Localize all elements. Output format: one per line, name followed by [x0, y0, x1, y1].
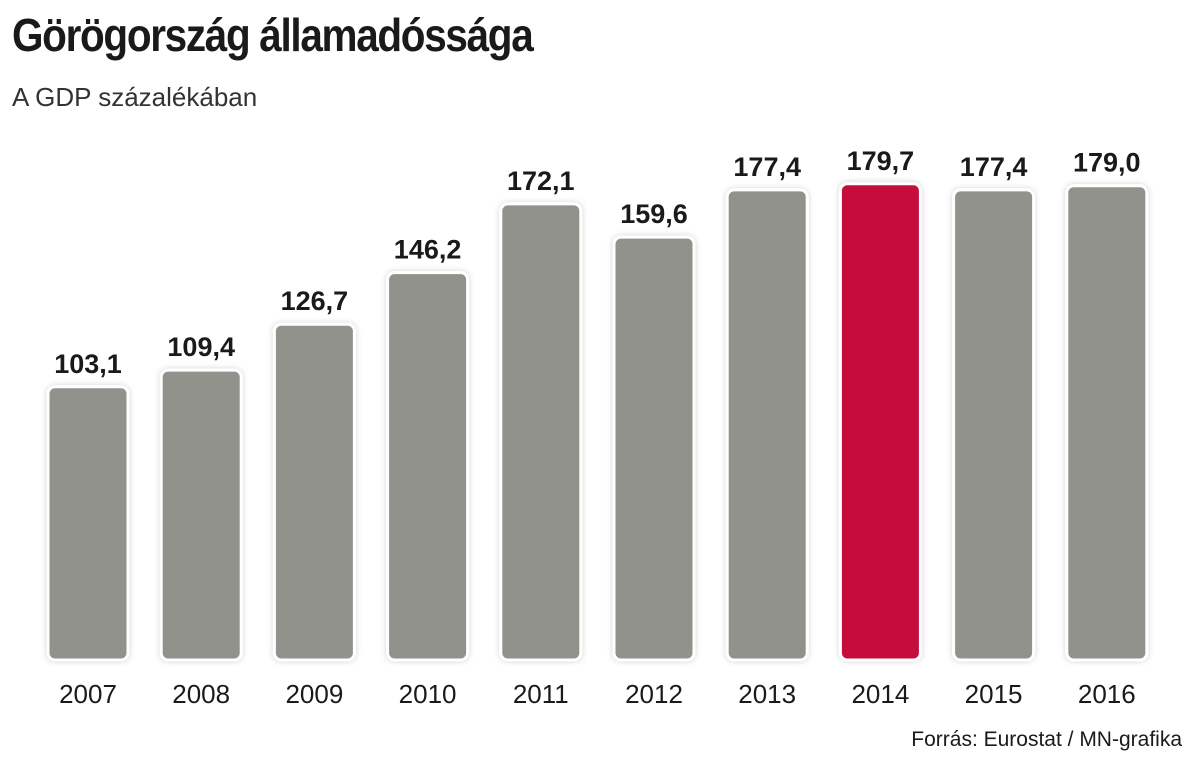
bars-group: [46, 182, 1149, 662]
chart-subtitle: A GDP százalékában: [12, 82, 258, 112]
category-label-2010: 2010: [399, 679, 457, 709]
category-label-2007: 2007: [59, 679, 117, 709]
value-label-2013: 177,4: [733, 152, 801, 182]
category-label-2009: 2009: [285, 679, 343, 709]
value-label-2015: 177,4: [960, 152, 1028, 182]
value-label-2014: 179,7: [847, 146, 915, 176]
category-labels-group: 2007 2008 2009 2010 2011 2012 2013 2014 2015 2016: [59, 679, 1136, 709]
category-label-2013: 2013: [738, 679, 796, 709]
chart-title: Görögország államadóssága: [12, 9, 534, 61]
category-label-2012: 2012: [625, 679, 683, 709]
category-label-2011: 2011: [513, 679, 569, 709]
bar-2015: [952, 188, 1036, 662]
source-note: Forrás: Eurostat / MN-grafika: [911, 728, 1182, 751]
value-label-2010: 146,2: [394, 235, 462, 265]
value-label-2007: 103,1: [54, 349, 122, 379]
bar-2007: [46, 385, 130, 662]
value-label-2011: 172,1: [507, 166, 575, 196]
bar-2013: [725, 188, 809, 662]
category-label-2014: 2014: [851, 679, 909, 709]
bar-2011: [499, 202, 583, 662]
value-label-2012: 159,6: [620, 199, 688, 229]
category-label-2008: 2008: [172, 679, 230, 709]
bar-2014: [838, 182, 922, 662]
bar-2009: [272, 322, 356, 662]
bar-2008: [159, 368, 243, 662]
value-label-2008: 109,4: [167, 332, 235, 362]
value-labels-group: 103,1 109,4 126,7 146,2 172,1 159,6 177,4 179,7…: [54, 146, 1140, 379]
bar-2016: [1065, 184, 1149, 662]
bar-2010: [386, 271, 470, 662]
value-label-2009: 126,7: [281, 286, 349, 316]
value-label-2016: 179,0: [1073, 148, 1141, 178]
category-label-2016: 2016: [1078, 679, 1136, 709]
bar-2012: [612, 235, 696, 662]
category-label-2015: 2015: [965, 679, 1023, 709]
